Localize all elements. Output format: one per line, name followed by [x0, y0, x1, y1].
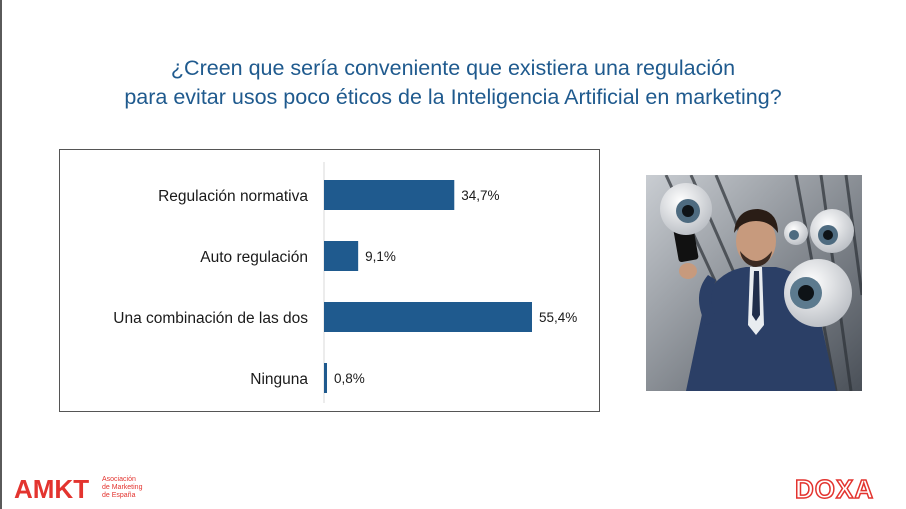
amkt-subtitle-line-1: Asociación [102, 476, 136, 483]
title-line-2: para evitar usos poco éticos de la Intel… [124, 85, 782, 109]
bar-value-label: 34,7% [461, 188, 499, 203]
category-label: Auto regulación [200, 249, 308, 266]
bar-chart: Regulación normativa 34,7% Auto regulación… [113, 162, 577, 403]
bar-value-label: 55,4% [539, 310, 577, 325]
businessman-photo [646, 175, 862, 391]
chart-frame: Regulación normativa 34,7% Auto regulación… [59, 149, 600, 412]
bar [324, 302, 532, 332]
bar [324, 363, 328, 393]
amkt-wordmark: AMKT [14, 474, 90, 504]
bar-value-label: 9,1% [365, 249, 396, 264]
amkt-subtitle: Asociación de Marketing de España [102, 476, 142, 500]
left-edge-rule [0, 0, 2, 509]
amkt-subtitle-line-3: de España [102, 492, 136, 499]
category-label: Regulación normativa [158, 188, 308, 205]
photo-illustration [646, 175, 862, 391]
bar [324, 180, 455, 210]
bar [324, 241, 359, 271]
amkt-logo: AMKT Asociación de Marketing de España [14, 472, 174, 504]
category-label: Una combinación de las dos [113, 310, 308, 327]
title-line-1: ¿Creen que sería conveniente que existie… [170, 56, 736, 80]
amkt-subtitle-line-2: de Marketing [102, 484, 143, 491]
doxa-logo: DOXA [794, 473, 875, 505]
chart-title: ¿Creen que sería conveniente que existie… [40, 54, 866, 112]
category-label: Ninguna [250, 371, 308, 388]
bar-value-label: 0,8% [334, 371, 365, 386]
